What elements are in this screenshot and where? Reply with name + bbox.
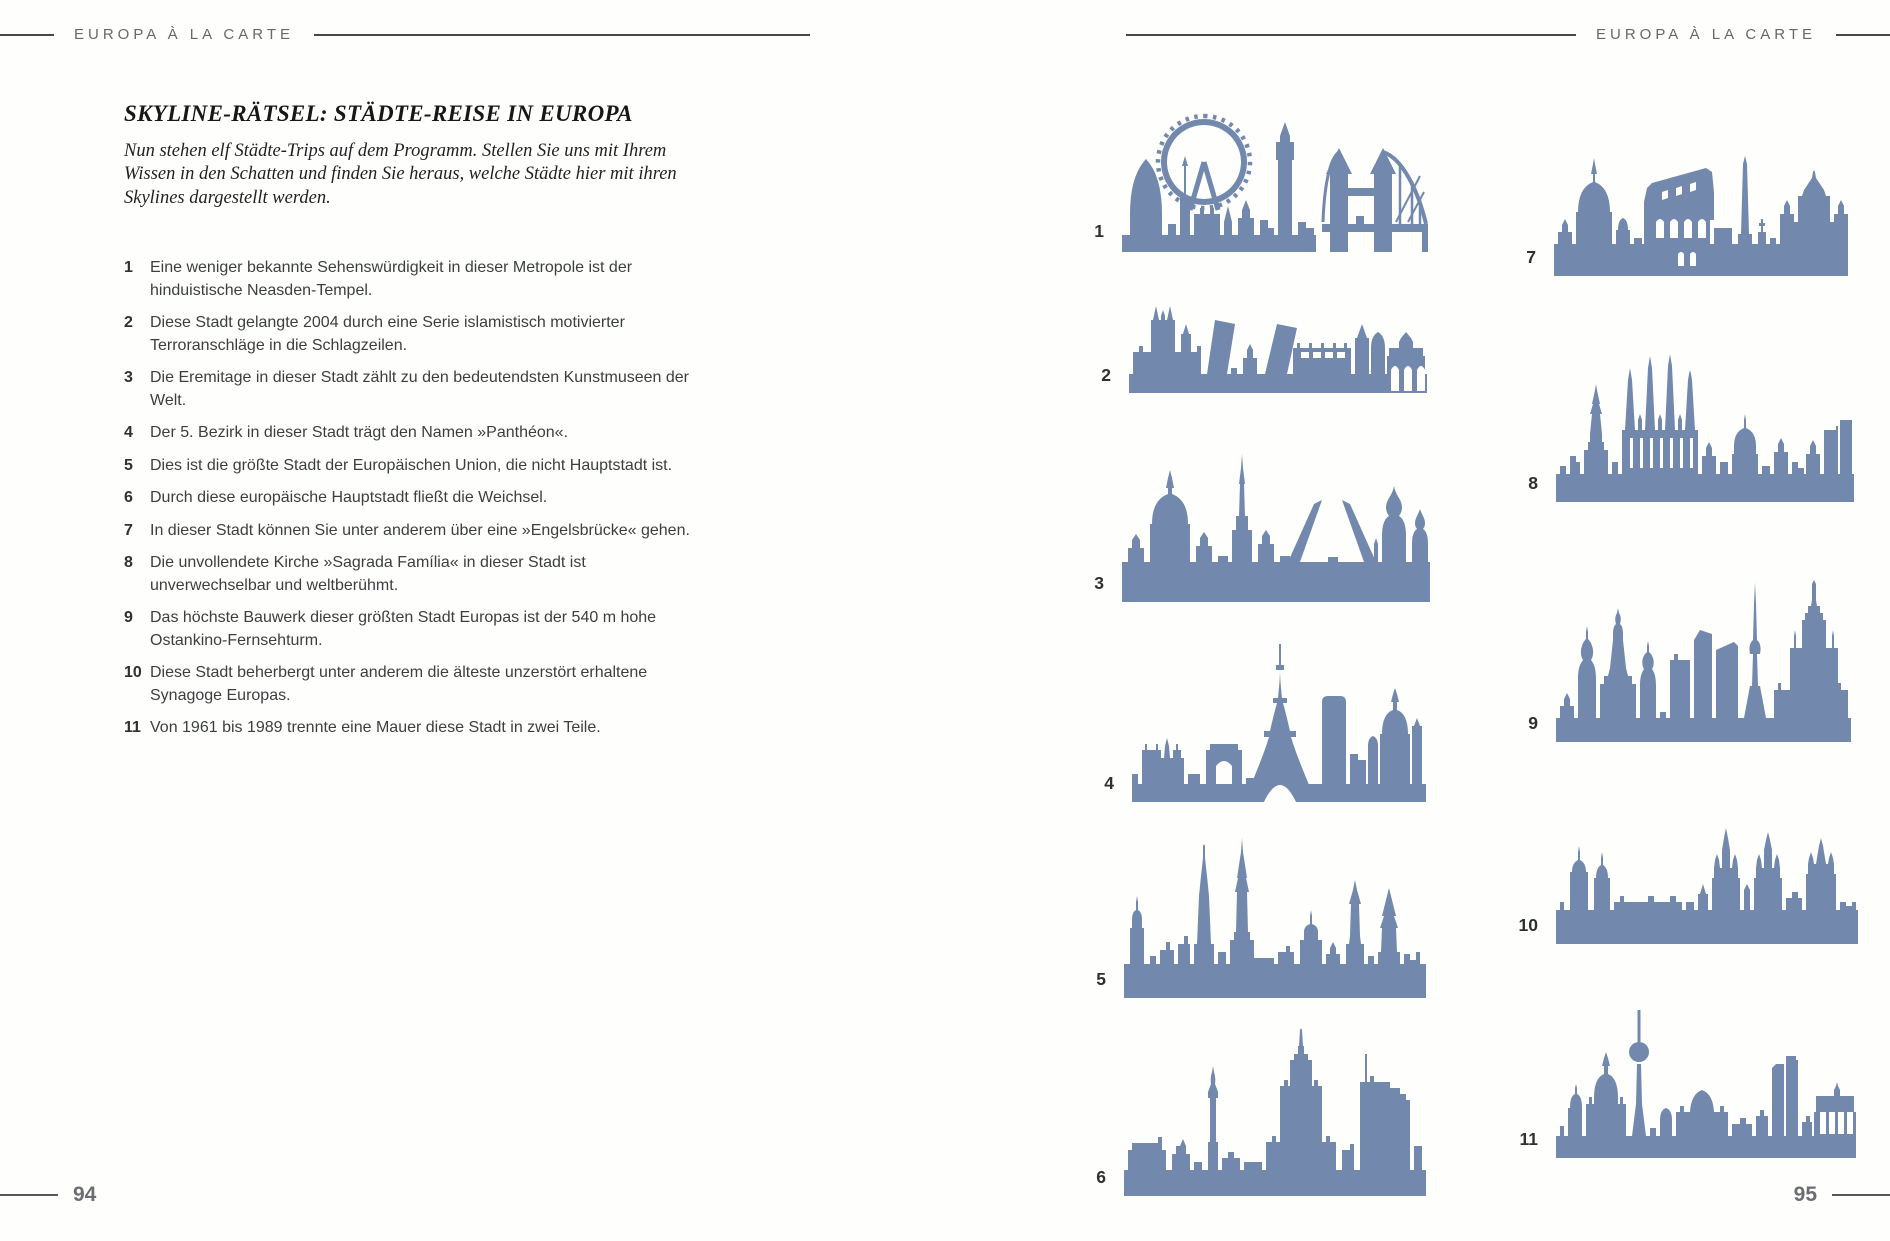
clue-item: 1 Eine weniger bekannte Sehenswürdigkeit … — [124, 257, 714, 302]
clue-number: 9 — [124, 609, 133, 626]
header-rule — [1836, 33, 1890, 36]
skyline-number: 3 — [1094, 573, 1104, 593]
folio-rule — [0, 1194, 58, 1196]
skyline-figure-7: 7 — [1526, 132, 1852, 278]
skyline-figure-9: 9 — [1528, 568, 1855, 744]
prague-skyline-icon — [1556, 828, 1858, 944]
clue-text: Diese Stadt beherbergt unter anderem die… — [150, 664, 648, 704]
clue-text: Eine weniger bekannte Sehenswürdigkeit i… — [150, 259, 633, 299]
clue-item: 2 Diese Stadt gelangte 2004 durch eine Se… — [124, 312, 714, 357]
clue-item: 11 Von 1961 bis 1989 trennte eine Mauer d… — [124, 717, 714, 740]
clue-item: 7 In dieser Stadt können Sie unter andere… — [124, 520, 714, 543]
header-rule — [0, 33, 54, 36]
page-number: 95 — [1793, 1183, 1817, 1206]
clue-number: 1 — [124, 259, 133, 276]
page-title: SKYLINE-RÄTSEL: STÄDTE-REISE IN EUROPA — [124, 101, 633, 127]
skyline-number: 6 — [1096, 1167, 1106, 1187]
running-head-left: EUROPA À LA CARTE — [0, 26, 810, 43]
clue-item: 9 Das höchste Bauwerk dieser größten Stad… — [124, 607, 714, 652]
clue-text: Die unvollendete Kirche »Sagrada Família… — [150, 554, 586, 594]
folio-left: 94 — [0, 1183, 96, 1207]
clue-text: Von 1961 bis 1989 trennte eine Mauer die… — [150, 719, 601, 736]
moscow-skyline-icon — [1556, 580, 1851, 742]
running-head-label: EUROPA À LA CARTE — [1596, 26, 1816, 43]
clue-text: Die Eremitage in dieser Stadt zählt zu d… — [150, 369, 689, 409]
clue-item: 10 Diese Stadt beherbergt unter anderem d… — [124, 662, 714, 707]
clue-number: 5 — [124, 456, 133, 474]
clue-number: 11 — [124, 719, 141, 736]
clue-item: 3 Die Eremitage in dieser Stadt zählt zu … — [124, 367, 714, 412]
skyline-figure-10: 10 — [1519, 806, 1862, 946]
skyline-figure-3: 3 — [1094, 444, 1434, 604]
skyline-figure-4: 4 — [1104, 634, 1430, 804]
clue-number: 8 — [124, 554, 133, 571]
skyline-number: 8 — [1528, 473, 1538, 493]
clue-text: Durch diese europäische Hauptstadt fließ… — [150, 489, 548, 506]
skyline-figure-11: 11 — [1520, 1000, 1860, 1160]
clue-text: Der 5. Bezirk in dieser Stadt trägt den … — [150, 424, 569, 441]
clue-number: 4 — [124, 424, 133, 441]
header-rule — [314, 33, 810, 36]
clue-text: Diese Stadt gelangte 2004 durch eine Ser… — [150, 314, 625, 354]
article-intro: Nun stehen elf Städte-Trips auf dem Prog… — [124, 140, 677, 208]
skyline-number: 10 — [1518, 915, 1538, 935]
hamburg-skyline-icon — [1124, 838, 1426, 998]
clue-text: Das höchste Bauwerk dieser größten Stadt… — [150, 609, 657, 649]
skyline-figure-2: 2 — [1101, 290, 1430, 396]
clue-number: 10 — [124, 664, 142, 681]
skyline-number: 7 — [1526, 247, 1536, 267]
skyline-number: 2 — [1101, 365, 1111, 385]
clue-item: 6 Durch diese europäische Hauptstadt flie… — [124, 487, 714, 510]
skyline-figure-1: 1 — [1094, 104, 1430, 252]
skyline-number: 4 — [1104, 773, 1114, 793]
folio-rule — [1832, 1194, 1890, 1196]
skyline-figure-8: 8 — [1528, 334, 1858, 504]
clue-item: 4 Der 5. Bezirk in dieser Stadt trägt den… — [124, 422, 714, 445]
skyline-figure-6: 6 — [1096, 1022, 1430, 1198]
clue-number: 3 — [124, 369, 133, 386]
folio-right: 95 — [1794, 1183, 1890, 1207]
rome-skyline-icon — [1554, 156, 1848, 276]
skyline-number: 1 — [1094, 221, 1104, 241]
madrid-skyline-icon — [1129, 306, 1427, 393]
clue-list: 1 Eine weniger bekannte Sehenswürdigkeit … — [124, 257, 714, 750]
clue-text: In dieser Stadt können Sie unter anderem… — [150, 521, 690, 539]
skyline-number: 11 — [1519, 1129, 1539, 1149]
london-skyline-icon — [1122, 113, 1428, 252]
running-head-label: EUROPA À LA CARTE — [74, 26, 294, 43]
clue-number: 6 — [124, 489, 133, 506]
clue-item: 8 Die unvollendete Kirche »Sagrada Famíli… — [124, 552, 714, 597]
header-rule — [1126, 33, 1576, 36]
warsaw-skyline-icon — [1124, 1028, 1426, 1196]
running-head-right: EUROPA À LA CARTE — [1126, 26, 1890, 43]
clue-number: 7 — [124, 521, 133, 539]
st-petersburg-skyline-icon — [1122, 454, 1430, 602]
berlin-skyline-icon — [1556, 1010, 1856, 1158]
clue-number: 2 — [124, 314, 133, 331]
paris-skyline-icon — [1132, 644, 1426, 802]
barcelona-skyline-icon — [1556, 354, 1854, 502]
clue-item: 5 Dies ist die größte Stadt der Europäisc… — [124, 455, 714, 478]
skyline-number: 9 — [1528, 713, 1538, 733]
skyline-figure-5: 5 — [1096, 832, 1430, 1000]
skyline-number: 5 — [1096, 969, 1106, 989]
clue-text: Dies ist die größte Stadt der Europäisch… — [150, 456, 673, 474]
page-number: 94 — [73, 1183, 97, 1206]
